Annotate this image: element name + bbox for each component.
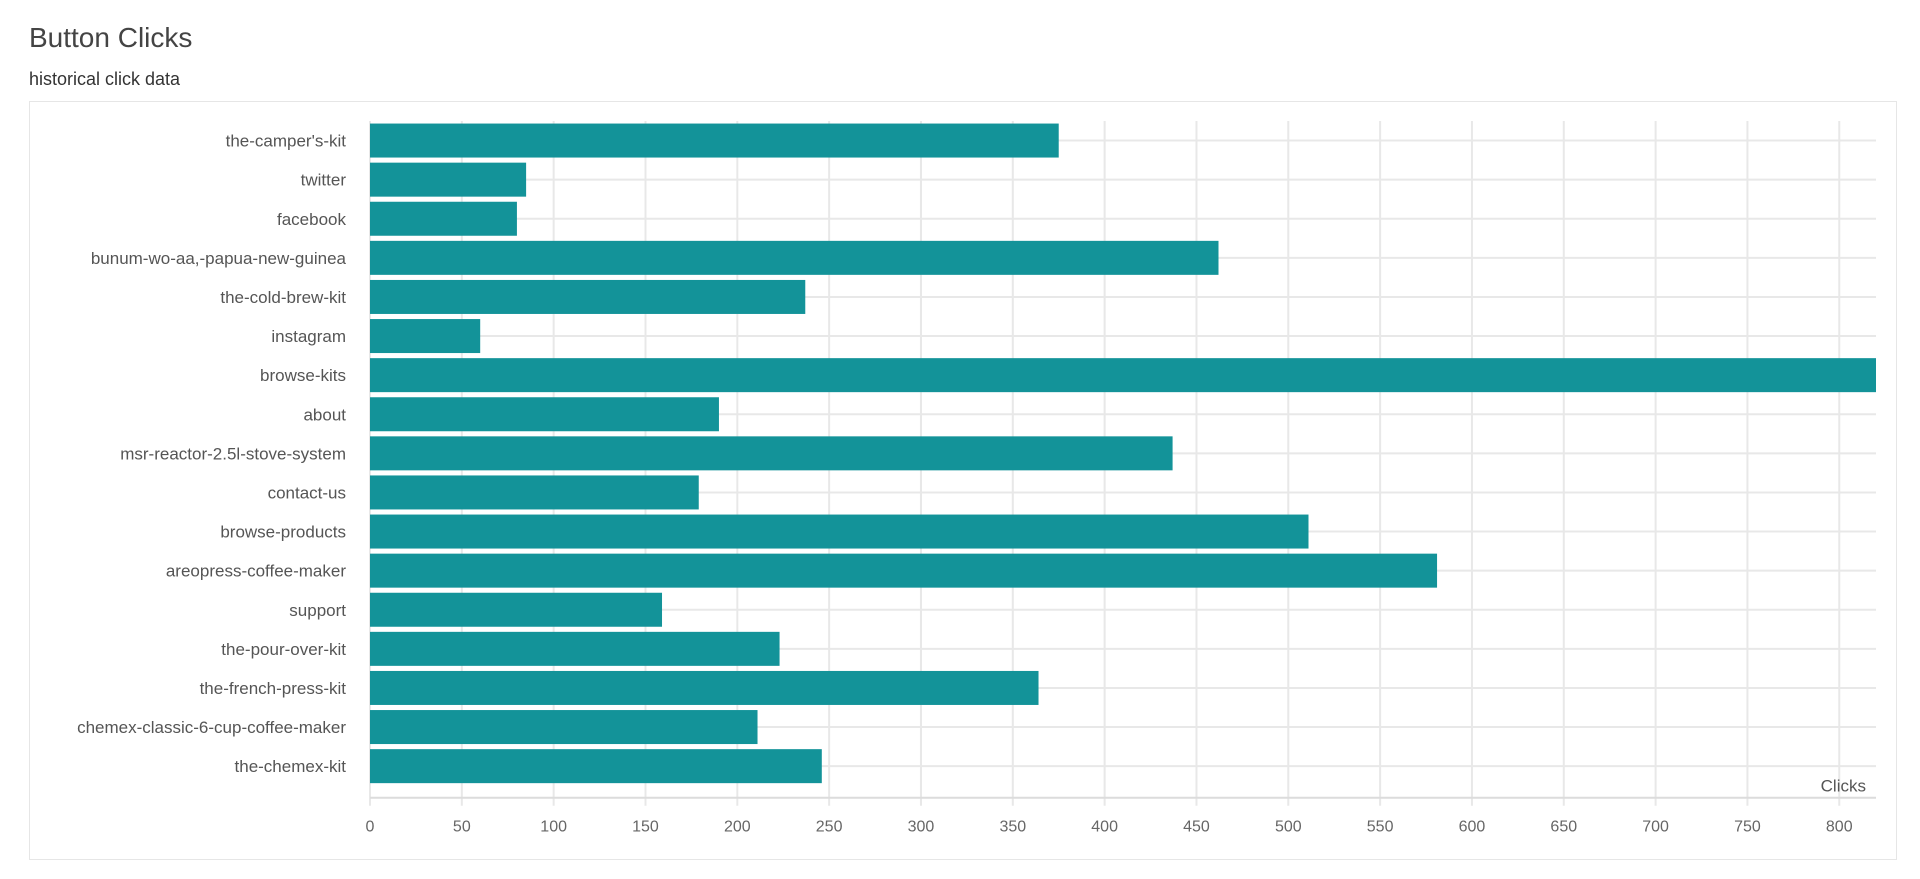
x-tick-label: 350 xyxy=(999,819,1026,836)
x-tick-label: 650 xyxy=(1550,819,1577,836)
bar[interactable] xyxy=(370,631,780,666)
x-axis-title: Clicks xyxy=(1821,777,1866,796)
bar[interactable] xyxy=(370,553,1438,588)
bar[interactable] xyxy=(370,162,527,197)
bar[interactable] xyxy=(370,397,719,432)
category-label: bunum-wo-aa,-papua-new-guinea xyxy=(91,249,347,268)
x-tick-label: 800 xyxy=(1826,819,1853,836)
category-label: browse-kits xyxy=(260,366,346,385)
x-tick-label: 100 xyxy=(540,819,567,836)
category-label: twitter xyxy=(301,171,347,190)
category-label: facebook xyxy=(277,210,346,229)
bar[interactable] xyxy=(370,670,1039,705)
category-labels: the-camper's-kit twitter facebook bunum-wo-… xyxy=(77,132,346,777)
x-tick-label: 150 xyxy=(632,819,659,836)
x-tick-label: 450 xyxy=(1183,819,1210,836)
category-label: contact-us xyxy=(268,483,346,502)
category-label: the-camper's-kit xyxy=(226,132,347,151)
category-label: areopress-coffee-maker xyxy=(166,562,346,581)
category-label: about xyxy=(303,405,346,424)
chart-panel xyxy=(29,101,1897,860)
bar[interactable] xyxy=(370,592,663,627)
category-label: the-cold-brew-kit xyxy=(220,288,346,307)
bar[interactable] xyxy=(370,358,1876,393)
category-label: support xyxy=(289,601,346,620)
x-tick-label: 200 xyxy=(724,819,751,836)
x-tick-labels: 0 50 100 150 200 250 300 350 400 450 500 550 600 650 7… xyxy=(366,819,1853,836)
bar[interactable] xyxy=(370,123,1059,158)
x-tick-label: 50 xyxy=(453,819,471,836)
x-tick-label: 250 xyxy=(816,819,843,836)
bar[interactable] xyxy=(370,279,806,314)
category-label: instagram xyxy=(271,327,346,346)
bar[interactable] xyxy=(370,749,822,784)
category-label: chemex-classic-6-cup-coffee-maker xyxy=(77,718,346,737)
x-tick-label: 550 xyxy=(1367,819,1394,836)
bar[interactable] xyxy=(370,436,1173,471)
bar[interactable] xyxy=(370,710,758,745)
category-label: msr-reactor-2.5l-stove-system xyxy=(120,444,346,463)
bars xyxy=(370,123,1876,784)
x-tick-label: 500 xyxy=(1275,819,1302,836)
bar[interactable] xyxy=(370,514,1309,549)
x-tick-label: 400 xyxy=(1091,819,1118,836)
bar[interactable] xyxy=(370,475,699,510)
x-tick-label: 0 xyxy=(366,819,375,836)
x-tick-label: 600 xyxy=(1459,819,1486,836)
category-label: the-french-press-kit xyxy=(200,679,347,698)
bar[interactable] xyxy=(370,240,1219,275)
bar[interactable] xyxy=(370,201,517,236)
chart-title: Button Clicks xyxy=(29,22,193,53)
x-tick-label: 300 xyxy=(908,819,935,836)
x-tick-label: 750 xyxy=(1734,819,1761,836)
category-label: the-pour-over-kit xyxy=(221,640,346,659)
bar[interactable] xyxy=(370,319,481,354)
chart-subtitle: historical click data xyxy=(29,69,181,89)
category-label: browse-products xyxy=(220,523,346,542)
category-label: the-chemex-kit xyxy=(235,757,347,776)
x-tick-label: 700 xyxy=(1642,819,1669,836)
